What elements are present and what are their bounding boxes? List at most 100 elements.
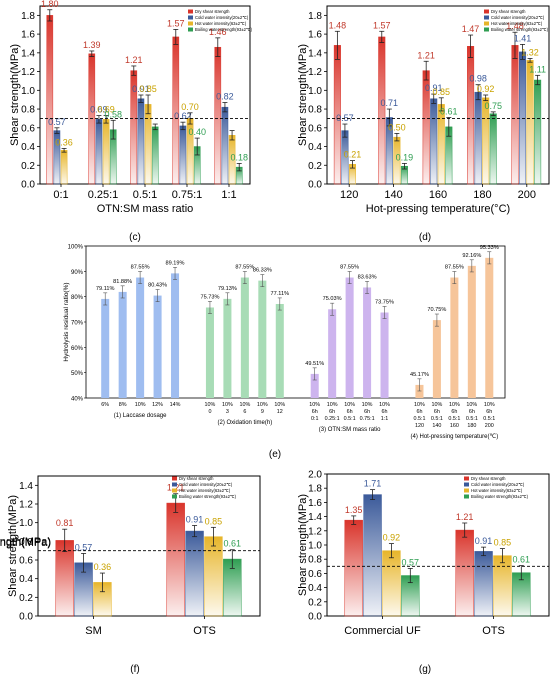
data-label: 0.92 (477, 84, 495, 94)
y-tick-label: 0.2 (308, 161, 322, 172)
y-tick-label: 0.8 (21, 105, 35, 116)
legend-label: Hot water intensity(63±2℃) (471, 488, 523, 493)
data-label: 1.11 (529, 64, 546, 74)
bar-boil (151, 126, 159, 185)
category-label: 120 (340, 189, 358, 201)
x-tick-label: 10% (239, 402, 250, 408)
bar-cold (185, 530, 204, 617)
bar (171, 273, 180, 398)
bar-boil (489, 113, 497, 185)
y-tick-label: 0.6 (308, 569, 322, 580)
bar (467, 265, 476, 398)
data-label: 0.58 (104, 109, 122, 119)
y-tick-label: 1.4 (308, 48, 322, 59)
data-label: 1.71 (364, 479, 382, 489)
data-label: 45.17% (410, 372, 429, 378)
legend-swatch-dry (188, 9, 193, 14)
y-tick-label: 1.8 (21, 11, 35, 22)
x-tick-label: 12 (277, 409, 283, 415)
y-tick-label: 0.4 (308, 583, 322, 594)
legend-label: Hot water intensity(63±2℃) (195, 21, 247, 26)
x-tick-label: 200 (485, 423, 494, 429)
bar-hot (493, 555, 512, 617)
x-tick-label: 8% (119, 402, 127, 408)
bar-hot (144, 104, 152, 185)
x-tick-label: 12% (152, 402, 163, 408)
legend-label: Dry shear strength (471, 476, 506, 481)
bar (328, 309, 337, 398)
legend-swatch-dry (464, 476, 469, 481)
x-tick-label: 6h (486, 409, 492, 415)
x-tick-label: 10% (414, 402, 425, 408)
bar (363, 287, 372, 398)
x-tick-label: 10% (309, 402, 320, 408)
legend-label: Cold water intensity(20±2℃) (471, 482, 525, 487)
y-tick-label: 80% (71, 295, 84, 301)
data-label: 0.85 (139, 84, 157, 94)
data-label: 0.57 (48, 117, 66, 127)
x-tick-label: 6% (101, 402, 109, 408)
x-tick-label: 0.5:1 (448, 416, 460, 422)
bar (136, 277, 145, 398)
data-label: 1.21 (167, 483, 185, 493)
bar-hot (102, 119, 110, 185)
x-axis-title: OTN:SM mass ratio (97, 203, 194, 215)
data-label: 75.03% (323, 296, 342, 302)
y-tick-label: 50% (71, 371, 84, 377)
bar-dry (467, 46, 475, 185)
data-label: 79.13% (218, 286, 237, 292)
legend-swatch-dry (484, 9, 489, 14)
bar-dry (88, 53, 96, 185)
x-tick-label: 180 (467, 423, 476, 429)
plot-frame (37, 475, 261, 617)
data-label: 0.57 (75, 542, 93, 552)
x-tick-label: 10% (484, 402, 495, 408)
y-tick-label: 0.8 (308, 105, 322, 116)
bar-cold (95, 119, 103, 185)
data-label: 0.69 (97, 105, 115, 115)
x-tick-label: 0.5:1 (431, 416, 443, 422)
category-label: 0.25:1 (88, 189, 119, 201)
x-tick-label: 160 (450, 423, 459, 429)
data-label: 0.98 (469, 74, 487, 84)
data-label: 77.11% (271, 291, 290, 297)
data-label: 1.21 (125, 55, 143, 65)
legend-label: Boiling water strength(93±2℃) (195, 27, 253, 32)
bar (118, 291, 127, 398)
panel-caption: (e) (269, 449, 281, 460)
bar-cold (179, 125, 187, 185)
data-label: 0.50 (388, 122, 406, 132)
data-label: 87.55% (235, 264, 254, 270)
y-axis-title: Shear strength(MPa) (297, 44, 309, 146)
legend-swatch-boil (172, 494, 177, 499)
group-label: (3) OTN:SM mass ratio (319, 427, 381, 433)
bar (432, 320, 441, 398)
data-label: 0.75 (484, 101, 502, 111)
bar-cold (519, 51, 527, 185)
y-tick-label: 0.8 (19, 537, 33, 548)
data-label: 0.40 (188, 127, 206, 137)
category-label: OTS (482, 625, 505, 637)
bar (345, 277, 354, 398)
group-label: (2) Oxidation time(h) (218, 420, 273, 426)
legend-label: Cold water intensity(20±2℃) (179, 482, 233, 487)
bar-cold (430, 98, 438, 185)
legend-label: Boiling water strength(93±2℃) (179, 494, 237, 499)
data-label: 0.85 (433, 87, 451, 97)
group-label: (1) Laccase dosage (114, 413, 167, 419)
bar-boil (534, 79, 542, 185)
y-tick-label: 1.0 (308, 541, 322, 552)
y-tick-label: 60% (71, 346, 84, 352)
y-tick-label: 1.0 (308, 86, 322, 97)
bar (223, 298, 232, 398)
legend-label: Cold water intensity(20±2℃) (195, 15, 249, 20)
y-axis-title: Shear strength(MPa) (297, 494, 309, 596)
category-label: 200 (518, 189, 536, 201)
data-label: 83.63% (358, 274, 377, 280)
x-tick-label: 3 (226, 409, 229, 415)
legend-label: Dry shear strength (491, 9, 526, 14)
x-tick-label: 6h (364, 409, 370, 415)
legend-swatch-cold (484, 15, 489, 20)
data-label: 79.11% (96, 286, 115, 292)
bar (240, 277, 249, 398)
